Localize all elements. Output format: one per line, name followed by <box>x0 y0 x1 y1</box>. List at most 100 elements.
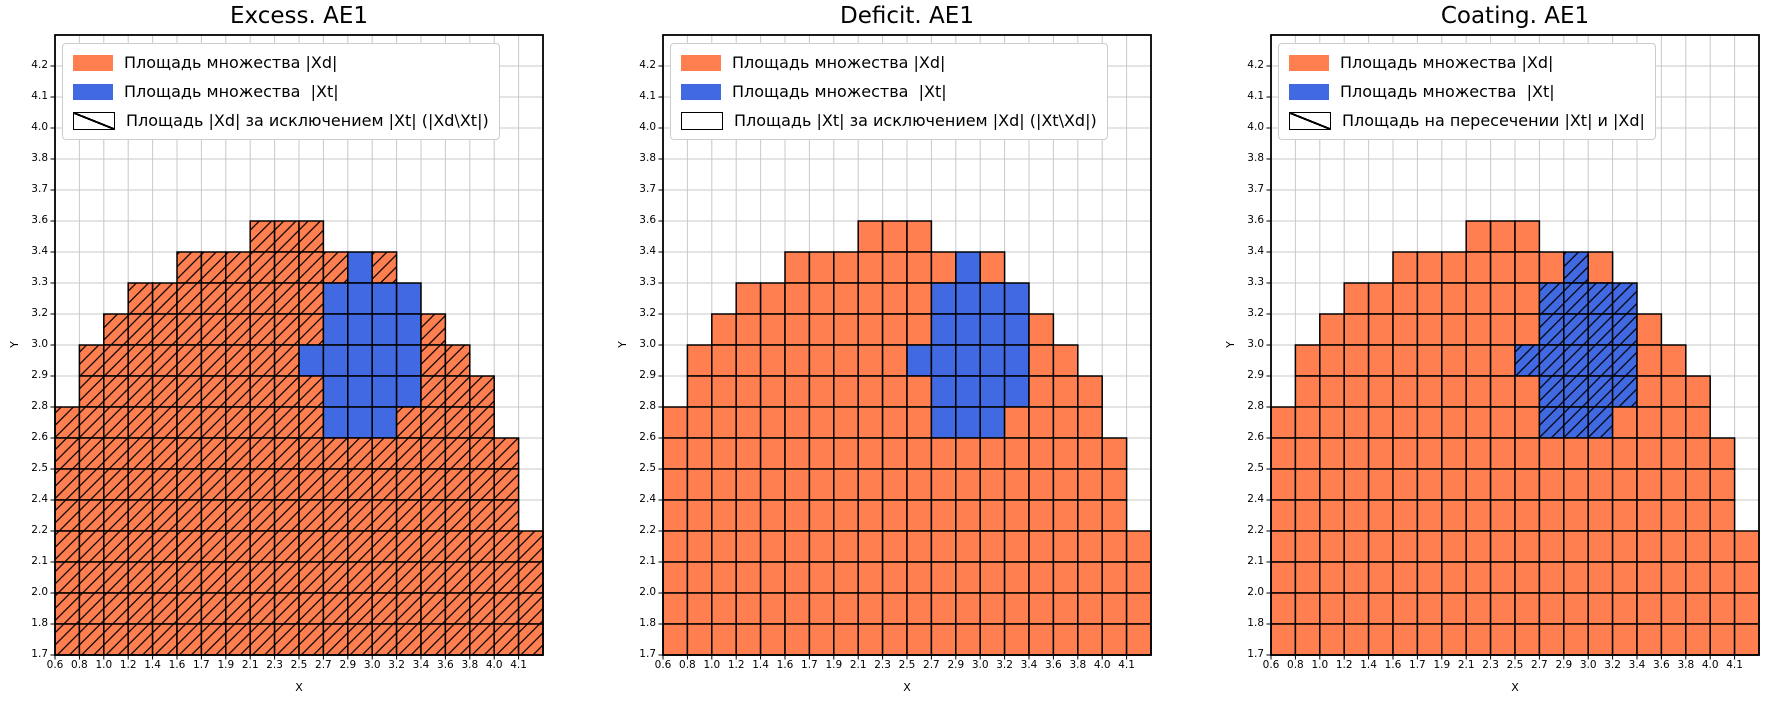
cell-xd <box>857 220 884 253</box>
cell-xd <box>1028 530 1055 563</box>
y-tick-label: 3.8 <box>31 152 48 164</box>
cell-xd <box>686 375 713 408</box>
hatch-cell <box>494 500 519 531</box>
hatch-cell <box>250 624 275 655</box>
hatch-cell <box>103 345 129 376</box>
hatch-cell <box>225 376 251 407</box>
cell-xt <box>322 406 349 439</box>
hatch-cell <box>299 438 324 469</box>
hatch-cell <box>372 500 397 531</box>
cell-xd <box>1441 251 1467 284</box>
hatch-cell <box>274 469 299 500</box>
hatch-cell <box>274 593 299 624</box>
cell-xd <box>881 468 908 501</box>
cell-xd <box>979 499 1006 532</box>
hatch-cell <box>1612 314 1637 345</box>
hatch-cell <box>103 407 129 438</box>
hatch-cell <box>250 593 275 624</box>
hatch-cell <box>421 376 446 407</box>
cell-xd <box>1052 499 1079 532</box>
hatch-cell <box>299 531 324 562</box>
cell-xt <box>1003 375 1030 408</box>
cell-xd <box>1489 468 1516 501</box>
cell-xd <box>1343 313 1370 346</box>
legend-label: Площадь |Xd| за исключением |Xt| (|Xd\Xt… <box>126 111 489 130</box>
hatch-cell <box>55 438 80 469</box>
cell-xd <box>955 623 981 656</box>
hatch-cell <box>250 252 275 283</box>
cell-xd <box>1563 530 1589 563</box>
cell-xd <box>1709 623 1736 656</box>
legend-swatch-xt-icon <box>1289 83 1329 100</box>
cell-xd <box>808 623 835 656</box>
cell-xd <box>1270 468 1297 501</box>
cell-xd <box>833 375 859 408</box>
cell-xt <box>371 313 398 346</box>
y-tick-label: 3.4 <box>31 245 48 257</box>
y-tick-label: 1.7 <box>31 648 48 660</box>
y-tick-label: 1.7 <box>1247 648 1264 660</box>
cell-xd <box>1052 375 1079 408</box>
hatch-cell <box>274 283 299 314</box>
cell-xd <box>906 530 933 563</box>
cell-xd <box>1441 592 1467 625</box>
axes-spine <box>662 34 1152 656</box>
hatch-cell <box>1588 345 1613 376</box>
hatch-cell <box>152 469 177 500</box>
hatch-cell <box>250 283 275 314</box>
x-tick-label: 0.6 <box>46 659 64 671</box>
cell-xd <box>662 561 689 594</box>
cell-xd <box>1028 313 1055 346</box>
cell-xd <box>1319 437 1345 470</box>
hatch-cell <box>177 562 202 593</box>
cell-xd <box>1441 437 1467 470</box>
hatch-cell <box>79 376 104 407</box>
cell-xd <box>930 561 957 594</box>
cell-xd <box>1101 623 1128 656</box>
x-tick-label: 3.2 <box>388 659 405 671</box>
hatch-cell <box>128 283 153 314</box>
cell-xt <box>930 282 957 315</box>
hatch-cell <box>396 500 421 531</box>
cell-xt <box>955 375 981 408</box>
cell-xd <box>784 313 811 346</box>
legend-item: Площадь множества |Xt| <box>681 79 1097 104</box>
hatch-cell <box>1612 345 1637 376</box>
y-tick-label: 4.2 <box>1247 59 1264 71</box>
cell-xd <box>1416 375 1443 408</box>
x-tick-label: 3.6 <box>437 659 454 671</box>
cell-xd <box>1270 406 1297 439</box>
y-tick-label: 2.8 <box>31 400 48 412</box>
hatch-cell <box>372 438 397 469</box>
x-tick-label: 3.2 <box>996 659 1013 671</box>
cell-xd <box>1052 406 1079 439</box>
cell-xd <box>1514 530 1541 563</box>
hatch-cell <box>152 531 177 562</box>
hatch-cell <box>494 469 519 500</box>
x-tick-label: 1.6 <box>776 659 794 671</box>
y-tick-label: 2.5 <box>1247 462 1264 474</box>
cell-xd <box>784 251 811 284</box>
cell-xd <box>1636 561 1663 594</box>
hatch-cell <box>445 500 470 531</box>
cell-xd <box>662 406 689 439</box>
hatch-cell <box>201 345 226 376</box>
cell-xd <box>1392 623 1419 656</box>
hatch-cell <box>299 624 324 655</box>
cell-xd <box>906 313 933 346</box>
hatch-cell <box>323 593 348 624</box>
hatch-cell <box>469 593 495 624</box>
cell-xd <box>857 437 884 470</box>
cell-xd <box>1489 313 1516 346</box>
cell-xt <box>347 375 373 408</box>
cell-xd <box>1441 282 1467 315</box>
cell-xd <box>759 592 786 625</box>
y-tick-label: 2.0 <box>1247 586 1264 598</box>
x-tick-label: 3.8 <box>1677 659 1695 671</box>
cell-xd <box>1294 344 1321 377</box>
cell-xd <box>1125 623 1152 656</box>
cell-xd <box>1003 406 1030 439</box>
hatch-cell <box>1588 283 1613 314</box>
y-tick-label: 3.3 <box>639 276 656 288</box>
